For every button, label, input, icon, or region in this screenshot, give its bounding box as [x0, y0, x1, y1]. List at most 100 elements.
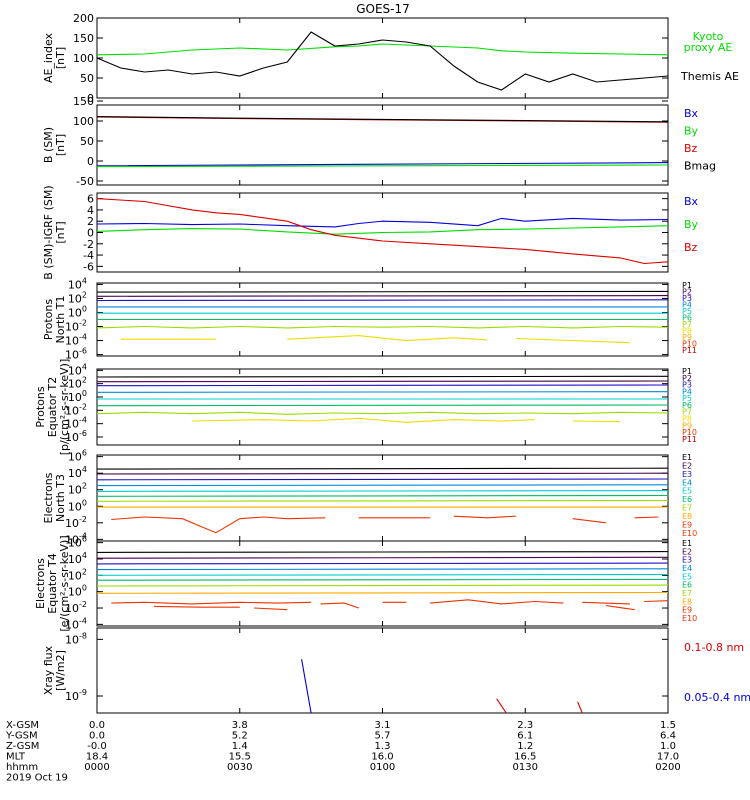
y-axis-label: Equator T4	[46, 553, 59, 613]
series-line-E9	[453, 515, 516, 519]
x-axis-table: X-GSM 0.0 3.8 3.1 2.3 1.5 Y-GSM 0.0 5.2 5.7 6.1 6.4…	[5, 720, 681, 784]
legend-entry: E5	[682, 572, 692, 581]
panel-frame	[96, 540, 669, 627]
legend-entry: P11	[682, 435, 697, 444]
x-row-value: 18.4	[86, 752, 108, 763]
y-axis-label: [p/(cm²-s-sr-keV)]	[58, 359, 71, 456]
legend-entry: E3	[682, 470, 692, 479]
y-tick-label: 10-9	[65, 688, 87, 703]
legend-entry: E10	[682, 614, 697, 623]
panel-2: -50 0 50 100 150 B (SM) [nT] Bx By Bz Bmag	[42, 95, 716, 188]
legend-entry: P4	[682, 387, 692, 396]
legend-entry: P6	[682, 314, 692, 323]
series-line-P3	[96, 384, 669, 387]
panel-8: 10-9 10-8 Xray flux [W/m2] 0.1-0.8 nm 0.05-0.…	[42, 627, 750, 714]
legend-entry: P3	[682, 381, 692, 390]
legend-entry: E1	[682, 539, 692, 548]
series-line-By	[96, 164, 669, 168]
x-row-value: 1.0	[660, 741, 676, 752]
series-line-P1	[96, 375, 669, 378]
legend-entry: 0.1-0.8 nm	[684, 641, 744, 654]
x-date-label: 2019 Oct 19	[6, 773, 68, 784]
legend-entry: E4	[682, 564, 692, 573]
y-tick-label: 0	[87, 92, 94, 105]
legend-entry: E4	[682, 478, 692, 487]
legend-entry: P2	[682, 288, 692, 297]
series-line-E1	[96, 467, 669, 470]
y-axis-label: North T3	[54, 474, 67, 522]
series-line-E9	[606, 605, 635, 611]
series-line-Themis AE	[96, 31, 669, 91]
series-line-E6	[96, 494, 669, 497]
series-line-E9	[253, 607, 288, 611]
y-tick-label: 4	[87, 204, 94, 217]
panel-frame	[96, 368, 669, 446]
legend-entry: E6	[682, 495, 692, 504]
y-tick-label: 200	[73, 12, 94, 25]
series-line-E3	[96, 478, 669, 481]
y-tick-label: 10-8	[65, 631, 87, 646]
series-line-Bx	[96, 217, 669, 228]
x-row-value: 5.7	[375, 731, 391, 742]
y-axis-label: [e/(cm²-s-sr-keV)]	[58, 535, 71, 631]
x-row-value: 5.2	[232, 731, 248, 742]
y-tick-label: 6	[87, 193, 94, 206]
x-row-value: 3.8	[232, 720, 248, 731]
legend-entry: Bx	[684, 107, 699, 120]
x-row-value: 3.1	[375, 720, 391, 731]
y-tick-label: 0	[87, 227, 94, 240]
y-tick-label: 100	[68, 304, 87, 319]
x-row-label: Z-GSM	[6, 741, 39, 752]
y-tick-label: 10-4	[65, 333, 87, 348]
legend-entry: E10	[682, 529, 697, 538]
series-line-E3	[96, 562, 669, 565]
legend-entry: P4	[682, 301, 692, 310]
series-line-E9	[320, 602, 359, 609]
series-line-Bx	[96, 162, 669, 167]
series-line-P1	[96, 290, 669, 293]
legend-entry: Bz	[684, 142, 698, 155]
legend-entry: P6	[682, 401, 692, 410]
legend-entry: P10	[682, 340, 697, 349]
series-line-E8	[96, 591, 669, 594]
series-line-E9	[430, 599, 564, 605]
series-line-E4	[96, 484, 669, 487]
plot-title: GOES-17	[356, 2, 410, 16]
x-row-value: 6.1	[517, 731, 533, 742]
series-line-E7	[96, 499, 669, 502]
series-line-P4	[96, 391, 669, 393]
legend-entry: P11	[682, 346, 697, 355]
y-tick-label: -50	[76, 175, 94, 188]
series-line-P2	[96, 380, 669, 383]
series-line-E2	[96, 472, 669, 475]
x-row-value: 0100	[370, 762, 395, 773]
series-line-Kyoto proxy AE	[96, 43, 669, 56]
x-row-value: 1.5	[660, 720, 676, 731]
x-row-value: -0.0	[87, 741, 107, 752]
legend-entry: P1	[682, 281, 692, 290]
series-line-P7	[96, 411, 669, 415]
legend-entry: Bz	[684, 241, 698, 254]
x-row-value: 15.5	[229, 752, 251, 763]
x-row-value: 0000	[84, 762, 109, 773]
y-tick-label: 50	[80, 135, 94, 148]
y-tick-label: 106	[68, 449, 87, 464]
y-axis-label: AE_index	[42, 32, 55, 83]
legend-entry: P5	[682, 307, 692, 316]
legend-entry: P3	[682, 294, 692, 303]
legend-entry: proxy AE	[684, 41, 733, 54]
y-tick-label: 100	[73, 115, 94, 128]
legend-entry: 0.05-0.4 nm	[684, 691, 750, 704]
legend-entry: E2	[682, 461, 692, 470]
series-line-E9	[572, 518, 607, 524]
legend-entry: By	[684, 125, 699, 138]
x-row-value: 16.5	[514, 752, 536, 763]
y-axis-label: Electrons	[42, 472, 55, 523]
legend-entry: E7	[682, 504, 692, 513]
y-tick-label: -2	[83, 238, 94, 251]
x-row-value: 16.0	[371, 752, 393, 763]
